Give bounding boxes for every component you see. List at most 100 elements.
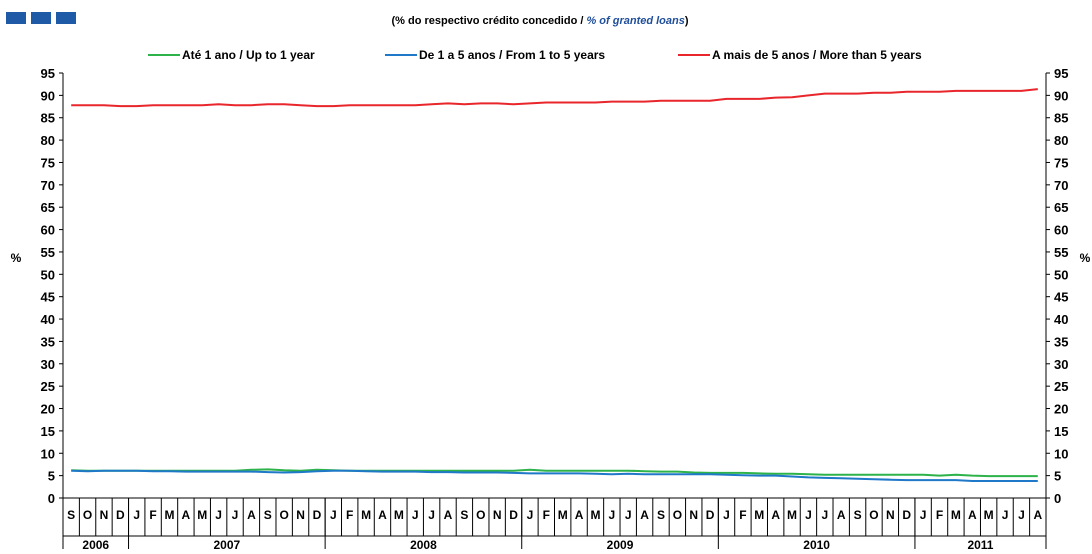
x-tick-label-month: S [67,508,75,522]
series-line-2 [71,469,1038,482]
y-tick-label-right: 90 [1054,88,1068,103]
subtitle-en: % of granted loans [586,15,684,27]
x-tick-label-month: J [608,508,615,522]
x-tick-label-month: M [787,508,797,522]
y-tick-label-left: 65 [41,200,55,215]
x-tick-label-month: A [1033,508,1042,522]
x-tick-label-month: O [83,508,92,522]
x-tick-label-month: D [116,508,125,522]
x-tick-label-month: J [821,508,828,522]
x-tick-label-month: F [149,508,156,522]
x-tick-label-month: S [854,508,862,522]
x-tick-label-year: 2010 [803,538,830,549]
x-tick-label-month: A [378,508,387,522]
y-tick-label-left: 95 [41,66,55,81]
x-tick-label-month: J [412,508,419,522]
y-axis-label-left: % [11,251,22,265]
x-tick-label-month: M [754,508,764,522]
y-tick-label-right: 50 [1054,267,1068,282]
y-tick-label-right: 25 [1054,379,1068,394]
x-tick-label-month: A [837,508,846,522]
y-tick-label-right: 0 [1054,491,1061,506]
x-tick-label-month: N [100,508,109,522]
x-tick-label-month: O [673,508,682,522]
x-tick-label-month: O [280,508,289,522]
y-tick-label-left: 70 [41,178,55,193]
y-tick-label-right: 40 [1054,312,1068,327]
x-tick-label-month: J [723,508,730,522]
y-tick-label-left: 5 [48,469,55,484]
y-tick-label-left: 40 [41,312,55,327]
x-tick-label-month: N [296,508,305,522]
x-tick-label-month: M [394,508,404,522]
x-tick-label-month: O [869,508,878,522]
y-tick-label-left: 75 [41,155,55,170]
subtitle-pt: (% do respectivo crédito concedido / [391,15,586,27]
x-tick-label-month: D [706,508,715,522]
y-tick-label-right: 10 [1054,446,1068,461]
x-tick-label-month: S [657,508,665,522]
x-tick-label-month: A [968,508,977,522]
x-tick-label-month: F [936,508,943,522]
logo [6,12,76,24]
x-tick-label-year: 2009 [607,538,634,549]
y-tick-label-left: 45 [41,290,55,305]
y-tick-label-right: 60 [1054,223,1068,238]
x-tick-label-month: M [558,508,568,522]
legend-label-1: Até 1 ano / Up to 1 year [182,48,315,62]
y-tick-label-right: 70 [1054,178,1068,193]
x-tick-label-month: O [476,508,485,522]
logo-block-1 [6,12,26,24]
y-tick-label-left: 90 [41,88,55,103]
legend-label-2: De 1 a 5 anos / From 1 to 5 years [419,48,605,62]
x-tick-label-month: S [264,508,272,522]
x-tick-label-month: A [182,508,191,522]
y-tick-label-left: 50 [41,267,55,282]
x-tick-label-year: 2006 [82,538,109,549]
x-tick-label-month: M [590,508,600,522]
x-tick-label-month: J [133,508,140,522]
y-tick-label-right: 85 [1054,111,1068,126]
logo-block-3 [56,12,76,24]
x-tick-label-month: J [527,508,534,522]
y-tick-label-right: 95 [1054,66,1068,81]
x-tick-label-month: N [689,508,698,522]
x-tick-label-month: A [444,508,453,522]
y-tick-label-left: 0 [48,491,55,506]
x-tick-label-month: F [543,508,550,522]
logo-block-2 [31,12,51,24]
y-tick-label-left: 60 [41,223,55,238]
y-tick-label-left: 55 [41,245,55,260]
y-tick-label-left: 10 [41,446,55,461]
series-line-3 [71,88,1038,108]
legend: Até 1 ano / Up to 1 year De 1 a 5 anos / … [148,48,922,62]
x-tick-label-month: M [984,508,994,522]
y-tick-label-right: 55 [1054,245,1068,260]
x-tick-label-month: J [1018,508,1025,522]
x-tick-label-month: D [313,508,322,522]
y-tick-label-right: 35 [1054,334,1068,349]
x-tick-label-month: F [739,508,746,522]
y-tick-label-left: 15 [41,424,55,439]
x-tick-label-month: A [640,508,649,522]
x-tick-label-month: F [346,508,353,522]
x-tick-label-month: J [215,508,222,522]
series-group [71,88,1038,482]
x-tick-label-month: A [575,508,584,522]
x-tick-label-month: J [920,508,927,522]
x-tick-label-month: M [361,508,371,522]
x-tick-label-month: S [460,508,468,522]
x-tick-label-month: M [951,508,961,522]
y-tick-label-left: 30 [41,357,55,372]
legend-label-3: A mais de 5 anos / More than 5 years [712,48,922,62]
x-tick-label-month: D [902,508,911,522]
x-tick-label-month: J [805,508,812,522]
y-tick-label-left: 80 [41,133,55,148]
x-tick-label-month: J [428,508,435,522]
y-tick-label-right: 65 [1054,200,1068,215]
chart-subtitle: (% do respectivo crédito concedido / % o… [391,15,688,27]
x-tick-label-year: 2011 [967,538,993,549]
x-tick-label-month: M [197,508,207,522]
